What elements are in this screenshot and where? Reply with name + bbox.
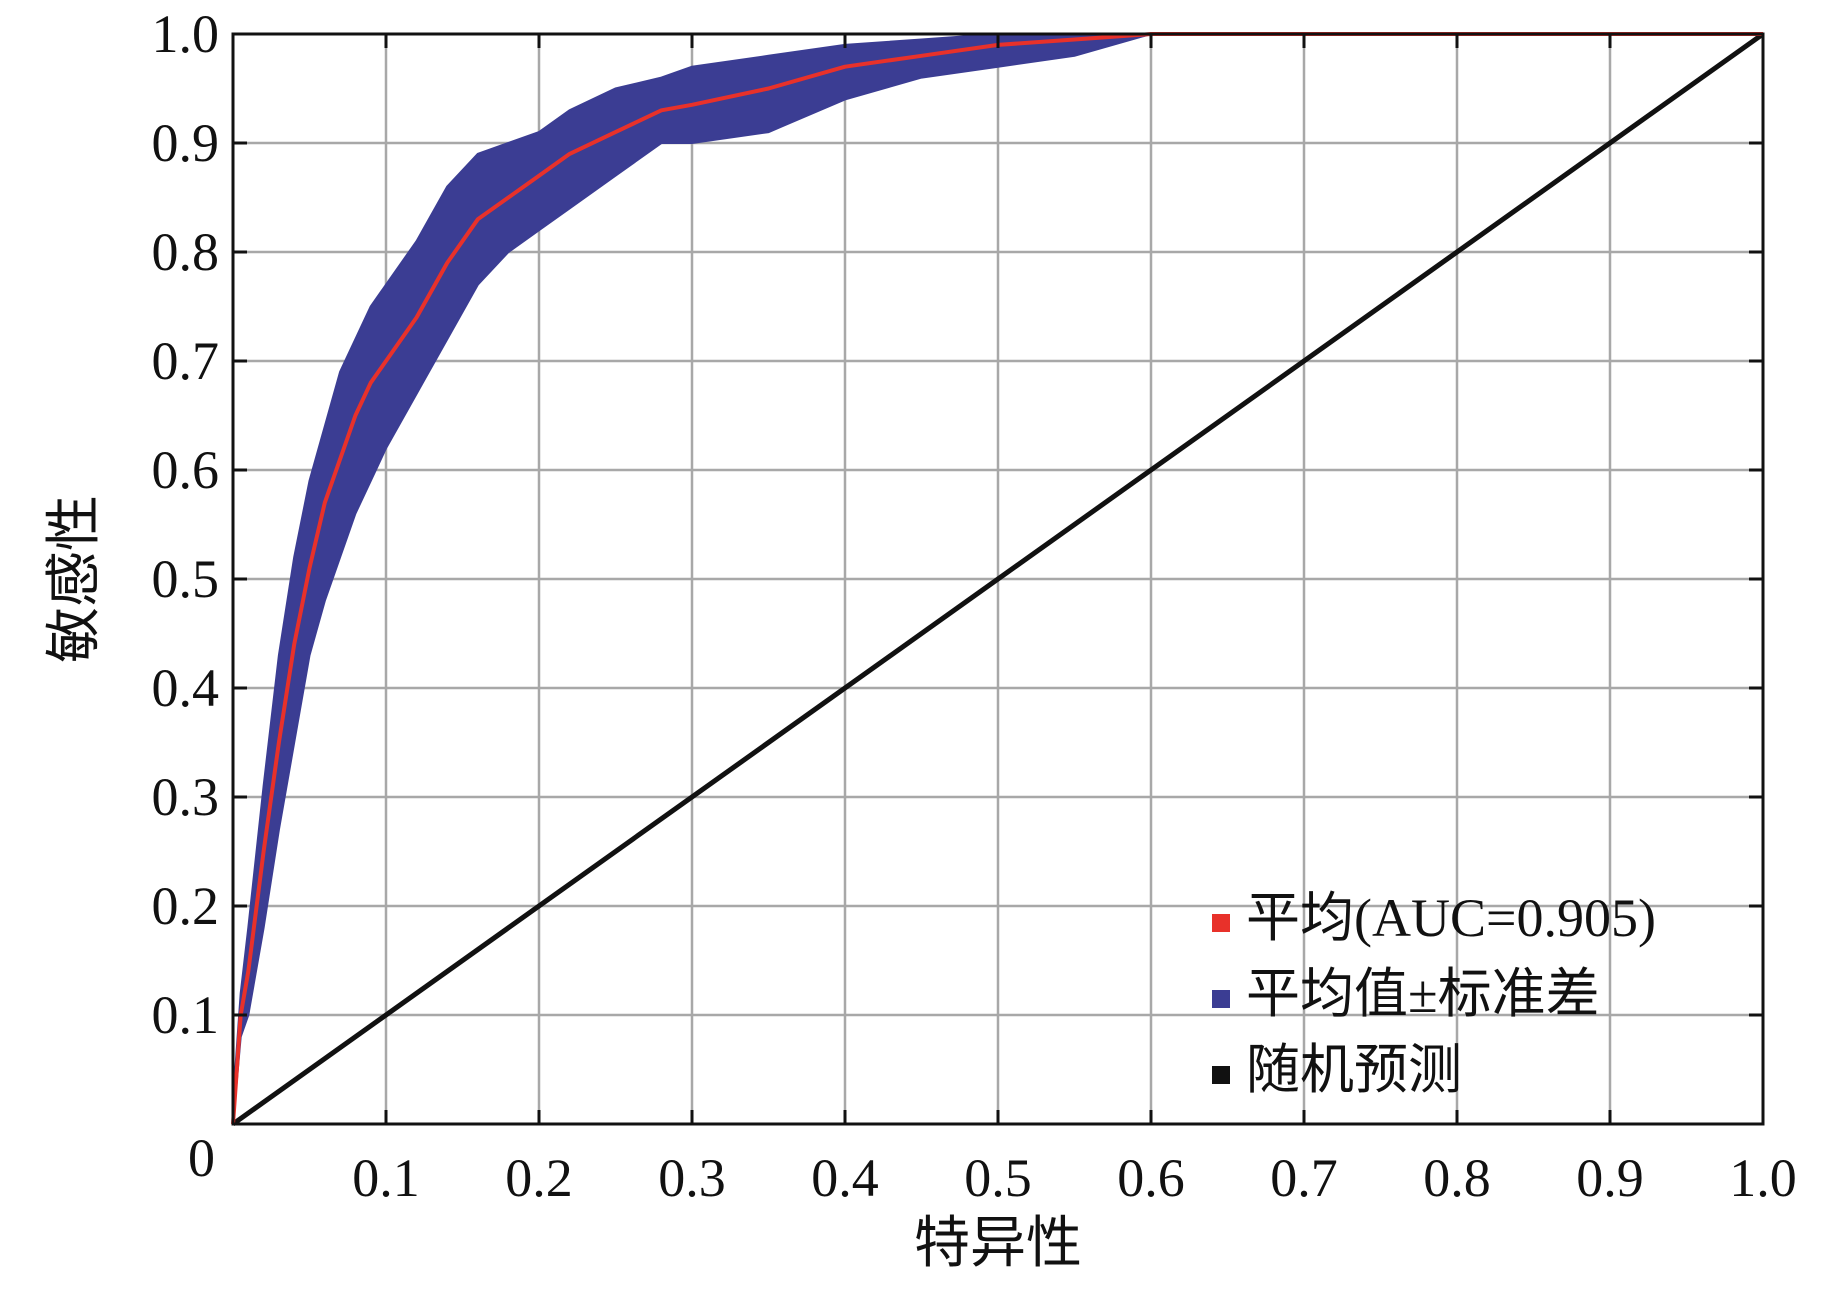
x-tick-label: 1.0 [1729, 1148, 1797, 1208]
mean-roc-line [231, 32, 1763, 1125]
random-prediction-line [231, 31, 1765, 1127]
x-tick-label: 0.7 [1270, 1148, 1338, 1208]
legend-swatch [1212, 914, 1230, 932]
y-tick-label: 1.0 [152, 4, 220, 64]
x-axis-label: 特异性 [914, 1211, 1082, 1276]
grid-lines [233, 32, 1765, 1124]
y-tick-label: 0.6 [152, 440, 220, 500]
axis-ticks: 0.1 0.2 0.3 0.4 0.5 0.6 0.7 0.8 0.9 1.0 0.1 0.2 0.3 0… [152, 4, 1797, 1208]
x-tick-label: 0.1 [352, 1148, 420, 1208]
x-tick-label: 0.8 [1423, 1148, 1491, 1208]
legend-label: 平均(AUC=0.905) [1246, 888, 1656, 948]
y-tick-label: 0.9 [152, 113, 220, 173]
x-tick-label: 0.4 [811, 1148, 879, 1208]
legend-label: 随机预测 [1246, 1040, 1462, 1100]
x-tick-label: 0.3 [658, 1148, 726, 1208]
x-tick-label: 0.6 [1117, 1148, 1185, 1208]
y-tick-label: 0.2 [152, 876, 220, 936]
y-axis-label: 敏感性 [42, 495, 107, 663]
x-tick-label: 0.5 [964, 1148, 1032, 1208]
x-tick-label: 0.9 [1576, 1148, 1644, 1208]
origin-label: 0 [188, 1128, 215, 1188]
y-tick-label: 0.4 [152, 658, 220, 718]
legend-swatch [1212, 990, 1230, 1008]
y-tick-label: 0.3 [152, 767, 220, 827]
y-tick-label: 0.1 [152, 985, 220, 1045]
y-tick-label: 0.5 [152, 549, 220, 609]
series-lines [231, 31, 1765, 1127]
legend-label: 平均值±标准差 [1246, 964, 1600, 1024]
x-tick-label: 0.2 [505, 1148, 573, 1208]
y-tick-label: 0.7 [152, 331, 220, 391]
legend-swatch [1212, 1066, 1230, 1084]
y-tick-label: 0.8 [152, 222, 220, 282]
